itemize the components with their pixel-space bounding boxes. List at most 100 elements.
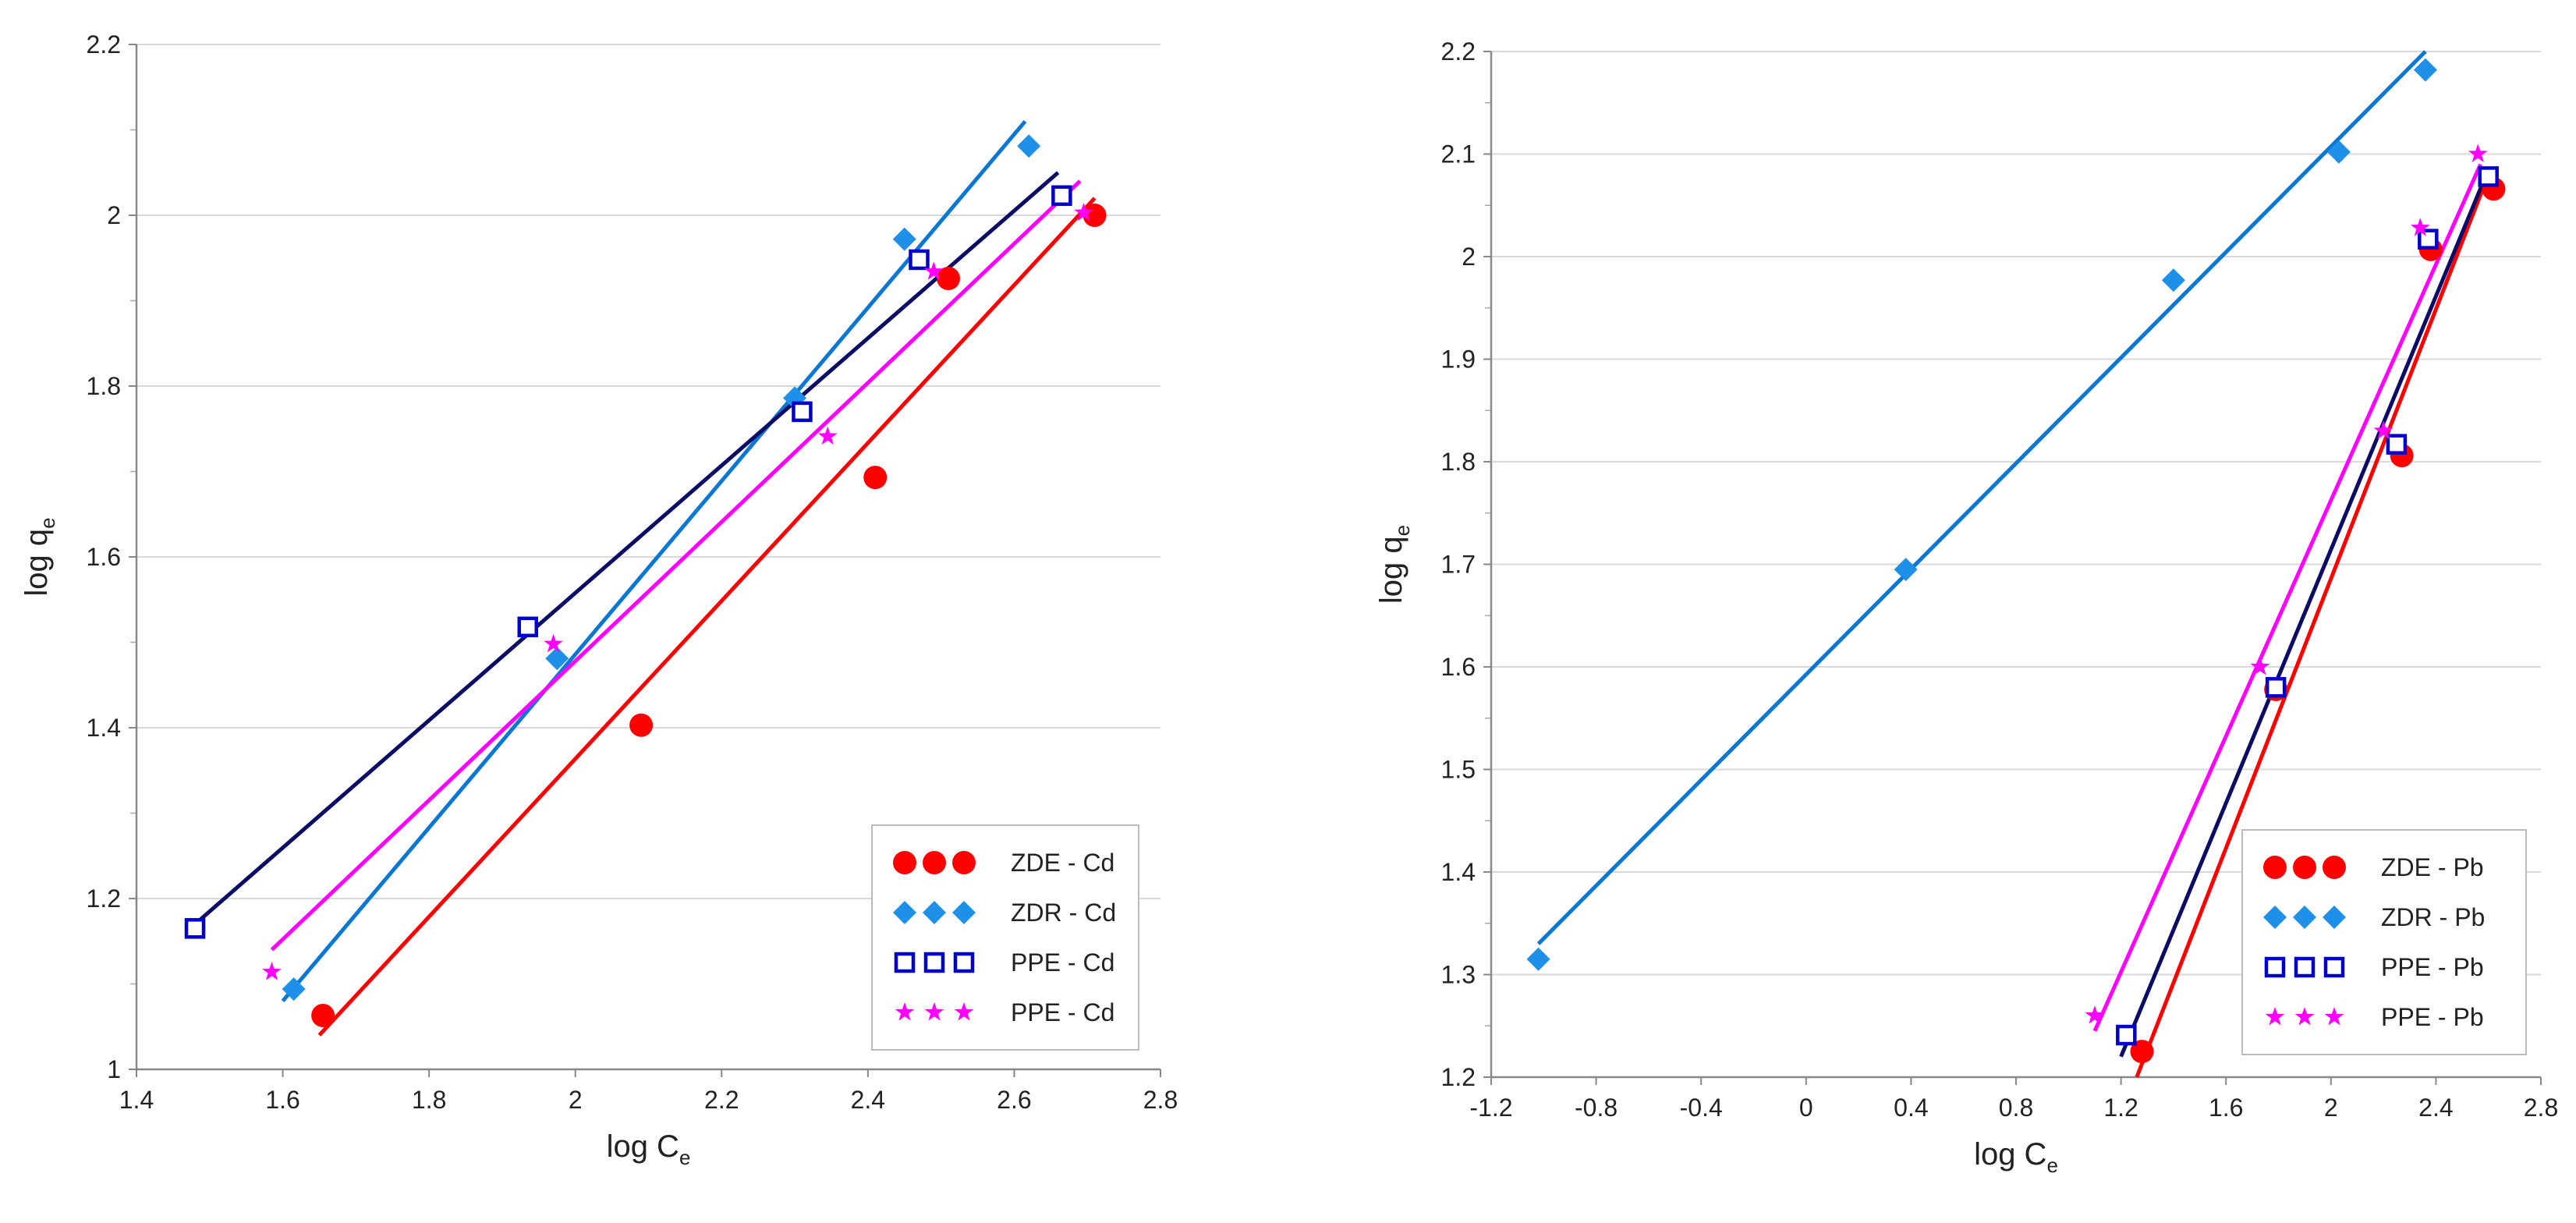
x-tick-label: 1.2 (2103, 1094, 2138, 1122)
data-point (311, 1004, 335, 1028)
data-point (2410, 218, 2430, 236)
data-point (1051, 185, 1072, 207)
y-tick-label: 2.1 (1441, 140, 1476, 168)
trendline-3 (2119, 168, 2491, 1058)
legend-marker (952, 901, 976, 924)
legend-marker (2293, 906, 2316, 929)
x-tick-label: 2 (2324, 1094, 2338, 1122)
legend-marker (923, 851, 946, 874)
data-point (1017, 134, 1041, 158)
data-point (2265, 677, 2287, 698)
data-point (863, 466, 888, 490)
data-point (792, 401, 813, 423)
data-point (262, 962, 282, 980)
legend-box (2241, 829, 2527, 1055)
legend-label: PPE - Pb (2381, 1003, 2484, 1031)
y-tick-label: 1.9 (1441, 346, 1476, 374)
trendline-1 (2135, 173, 2491, 1078)
x-axis-title: log Ce (1974, 1137, 2058, 1177)
legend-marker (2294, 956, 2316, 978)
y-axis-title: log qe (19, 517, 59, 596)
chart-2: 1.2 1.3 1.4 1.5 1.6 1.7 1.8 1.9 2 2.1 2.2 -1.2 -0.8 -… (1374, 37, 2558, 1177)
data-point (544, 633, 563, 653)
data-point (2161, 268, 2185, 292)
chart-1: 1 1.2 1.4 1.6 1.8 2 2.2 1.4 1.6 1.8 2 2.2 2.4 2.6 2.8 l… (19, 30, 1178, 1169)
x-tick-label: 2.6 (997, 1086, 1031, 1114)
data-point (282, 977, 306, 1001)
legend-label: PPE - Cd (1011, 998, 1114, 1026)
data-point (2413, 58, 2437, 82)
data-point (2418, 229, 2439, 250)
data-point (2478, 166, 2499, 187)
data-point (909, 249, 930, 271)
x-tick-label: 2.2 (704, 1086, 739, 1114)
legend-marker (2323, 856, 2346, 879)
data-point (783, 386, 807, 410)
legend-marker (2323, 956, 2345, 978)
legend-marker (2323, 906, 2346, 929)
y-tick-label: 1.3 (1441, 961, 1476, 989)
x-tick-label: 1.4 (119, 1086, 154, 1114)
legend-marker (2293, 856, 2316, 879)
legend-marker (893, 851, 916, 874)
legend-marker (953, 952, 975, 973)
y-axis-title: log qe (1374, 525, 1414, 604)
legend-marker (895, 1002, 915, 1021)
data-point (2085, 1005, 2105, 1024)
data-point (1074, 202, 1093, 222)
data-point (545, 647, 569, 671)
legend-marker (923, 901, 946, 924)
y-tick-label: 2 (107, 201, 121, 229)
legend-marker (2294, 1007, 2315, 1026)
x-tick-label: 1.6 (2209, 1094, 2243, 1122)
x-tick-label: -0.8 (1575, 1094, 1618, 1122)
y-tick-label: 1.7 (1441, 551, 1476, 579)
legend-marker (894, 952, 916, 973)
x-tick-label: 2.4 (2418, 1094, 2453, 1122)
legend-marker (924, 1002, 944, 1021)
x-tick-label: 2.8 (2524, 1094, 2558, 1122)
data-point (184, 918, 206, 939)
x-tick-label: 2.8 (1143, 1086, 1178, 1114)
data-point (2130, 1040, 2154, 1064)
data-point (817, 426, 838, 445)
data-point (1526, 947, 1550, 971)
data-point (517, 616, 539, 638)
x-tick-label: 0.8 (1999, 1094, 2033, 1122)
y-tick-label: 2.2 (1441, 37, 1476, 66)
legend-label: ZDE - Pb (2381, 853, 2484, 881)
legend-marker (2263, 906, 2287, 929)
legend-marker (954, 1002, 974, 1021)
y-tick-label: 1.4 (1441, 858, 1476, 886)
y-tick-label: 1.8 (87, 372, 121, 400)
trendline-4 (2092, 163, 2482, 1032)
y-tick-label: 1.2 (1441, 1063, 1476, 1091)
y-tick-label: 1.8 (1441, 448, 1476, 476)
legend-marker (2264, 956, 2286, 978)
y-tick-label: 1.2 (87, 884, 121, 913)
y-tick-label: 1.6 (1441, 653, 1476, 681)
legend-marker (2263, 856, 2287, 879)
data-point (937, 267, 961, 291)
x-tick-label: 2 (569, 1086, 583, 1114)
data-point (1082, 204, 1107, 227)
legend-marker (923, 952, 945, 973)
y-tick-label: 1 (107, 1055, 121, 1083)
x-tick-label: 2.4 (851, 1086, 885, 1114)
x-tick-label: -0.4 (1680, 1094, 1723, 1122)
x-axis-title: log Ce (607, 1129, 691, 1169)
y-tick-label: 1.5 (1441, 756, 1476, 784)
legend-label: ZDE - Cd (1011, 849, 1114, 877)
data-point (892, 227, 916, 251)
y-tick-label: 1.6 (87, 543, 121, 571)
legend-label: ZDR - Cd (1011, 899, 1116, 927)
legend-label: PPE - Pb (2381, 953, 2484, 981)
data-point (2468, 144, 2488, 162)
data-point (2373, 420, 2394, 440)
y-tick-label: 2.2 (87, 30, 121, 58)
legend-label: PPE - Cd (1011, 948, 1114, 977)
data-point (2326, 140, 2351, 164)
x-tick-label: 0 (1799, 1094, 1813, 1122)
trendline-2 (281, 119, 1027, 1003)
